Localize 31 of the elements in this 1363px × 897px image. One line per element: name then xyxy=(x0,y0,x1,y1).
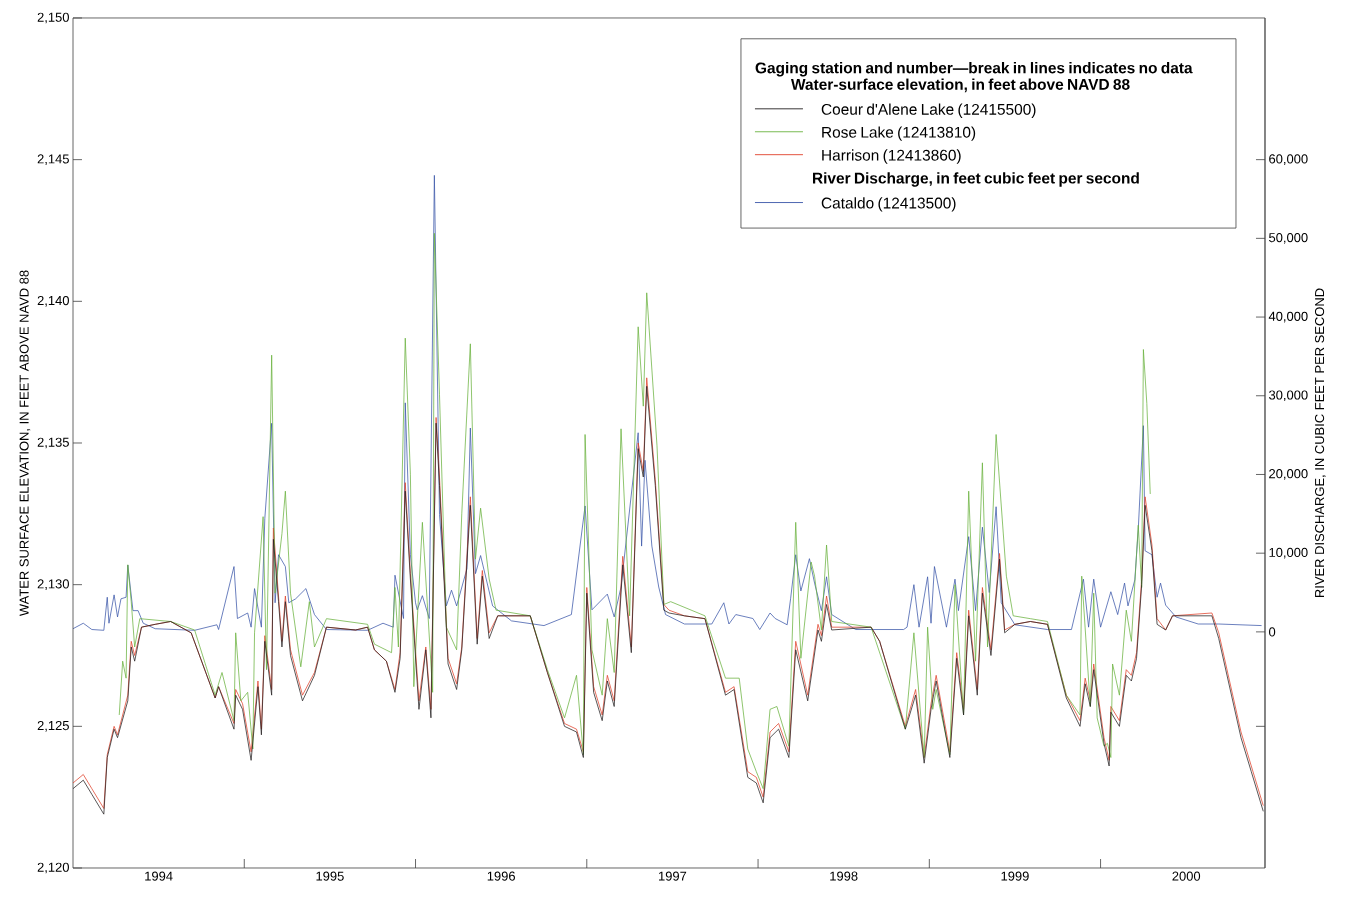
legend-title: Gaging station and number—break in lines indicates no data xyxy=(755,62,1193,77)
legend-label: Harrison (12413860) xyxy=(822,149,961,164)
y-tick-label: 2,145 xyxy=(37,154,69,165)
x-tick-label: 1999 xyxy=(1001,871,1029,881)
x-tick-label: 1995 xyxy=(316,871,344,881)
annotation: Water-surface elevation, in feet above NAVD 88 xyxy=(790,78,1130,93)
x-tick-label: 1996 xyxy=(487,871,515,881)
legend-label: Cataldo (12413500) xyxy=(821,197,956,212)
y-tick-label: 2,150 xyxy=(37,12,69,24)
y-tick-label: 2,135 xyxy=(37,437,69,449)
x-tick-label: 1997 xyxy=(659,871,687,881)
y2-tick-label: 30,000 xyxy=(1269,390,1308,402)
x-tick-label: 1994 xyxy=(145,871,173,881)
y-tick-label: 2,130 xyxy=(37,579,69,591)
legend-label: Coeur d'Alene Lake (12415500) xyxy=(821,103,1036,118)
annotation: River Discharge, in feet cubic feet per second xyxy=(813,172,1139,187)
y-tick-label: 2,120 xyxy=(37,862,69,874)
y-axis-title: WATER SURFACE ELEVATION, IN FEET ABOVE NAVD 88 xyxy=(19,270,31,617)
line-series xyxy=(118,232,1151,790)
y2-tick-label: 40,000 xyxy=(1268,311,1308,323)
y-tick-label: 2,140 xyxy=(37,295,69,307)
y2-tick-label: 0 xyxy=(1269,627,1276,637)
x-tick-label: 1998 xyxy=(830,871,858,881)
y-tick-label: 2,125 xyxy=(37,720,69,732)
y2-tick-label: 60,000 xyxy=(1269,154,1308,165)
y2-tick-label: 20,000 xyxy=(1269,469,1308,480)
legend-label: Rose Lake (12413810) xyxy=(822,126,976,141)
y2-tick-label: 10,000 xyxy=(1269,547,1308,559)
y2-tick-label: 50,000 xyxy=(1269,233,1308,244)
x-tick-label: 2000 xyxy=(1172,871,1201,881)
y2-axis-title: RIVER DISCHARGE, IN CUBIC FEET PER SECOND xyxy=(1314,288,1326,598)
